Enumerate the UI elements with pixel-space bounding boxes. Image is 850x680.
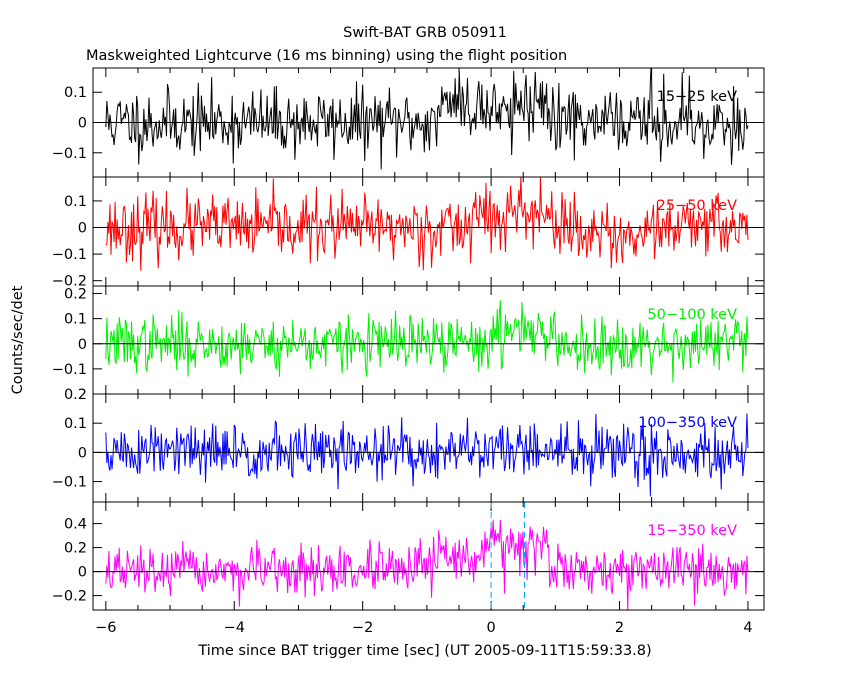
panel-4: −0.1 0 0.1 0.2 100−350 keV (52, 387, 765, 503)
x-axis-label: Time since BAT trigger time [sec] (UT 20… (197, 643, 651, 659)
y-tick-label: 0 (78, 565, 87, 581)
panel-5: −0.2 0 0.2 0.4 15−350 keV (52, 501, 765, 611)
panel-stack: −0.100.1 15−25 keV−0.2−0.100.1 25−50 keV−0… (52, 67, 765, 636)
panel-frame (92, 501, 765, 611)
y-tick-label: 0.2 (64, 541, 87, 557)
y-tick-label: 0.2 (64, 387, 87, 403)
band-label: 50−100 keV (647, 307, 737, 323)
y-tick-label: 0.1 (64, 85, 87, 101)
series-line-1 (105, 68, 749, 170)
series-line-4 (105, 413, 749, 497)
chart-subtitle: Maskweighted Lightcurve (16 ms binning) … (86, 48, 567, 64)
x-tick-label: 2 (615, 620, 624, 636)
y-tick-label: 0 (78, 116, 87, 132)
y-tick-label: −0.1 (52, 475, 87, 491)
y-tick-label: 0.2 (64, 287, 87, 303)
band-label: 100−350 keV (638, 415, 737, 431)
series-line-2 (105, 177, 749, 271)
chart-title: Swift-BAT GRB 050911 (343, 25, 507, 41)
panel-3: −0.1 0 0.1 0.2 50−100 keV (52, 285, 765, 395)
x-tick-label: −6 (95, 620, 116, 636)
y-tick-label: 0 (78, 221, 87, 237)
y-tick-label: −0.1 (52, 247, 87, 263)
x-tick-label: −4 (224, 620, 245, 636)
panel-1: −0.1 0 0.1 15−25 keV (52, 67, 765, 178)
x-tick-label: −2 (352, 620, 373, 636)
y-tick-label: −0.2 (52, 274, 87, 290)
x-axis: −6 −4 −2 0 2 4 (95, 620, 752, 636)
band-label: 15−350 keV (647, 523, 737, 539)
panel-2: −0.2 −0.1 0 0.1 25−50 keV (52, 176, 765, 290)
y-tick-label: 0 (78, 337, 87, 353)
band-label: 15−25 keV (657, 89, 737, 105)
y-tick-label: 0.4 (64, 517, 87, 533)
y-axis-label: Counts/sec/det (10, 285, 26, 394)
y-tick-label: 0.1 (64, 194, 87, 210)
y-tick-label: −0.2 (52, 589, 87, 605)
y-tick-label: −0.1 (52, 362, 87, 378)
y-tick-label: −0.1 (52, 146, 87, 162)
series-line-3 (105, 300, 749, 383)
band-label: 25−50 keV (657, 198, 737, 214)
x-tick-label: 4 (743, 620, 752, 636)
x-tick-label: 0 (486, 620, 495, 636)
y-tick-label: 0.1 (64, 312, 87, 328)
y-tick-label: 0.1 (64, 416, 87, 432)
y-tick-label: 0 (78, 445, 87, 461)
